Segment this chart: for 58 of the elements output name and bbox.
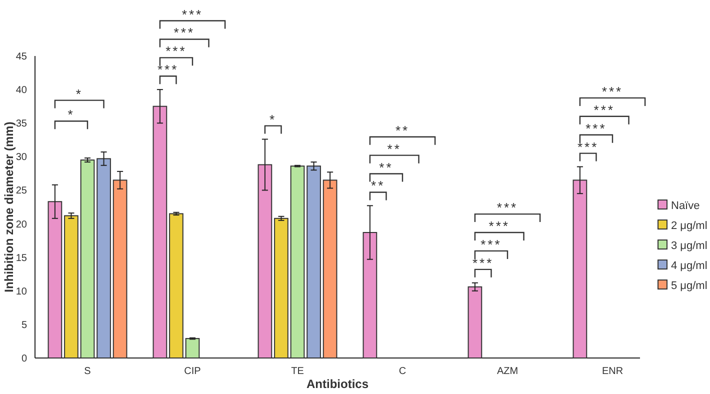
bar	[64, 215, 78, 358]
legend-label: 5 μg/ml	[671, 280, 708, 292]
y-tick-label: 25	[16, 186, 28, 197]
bar	[306, 166, 321, 358]
annotation: ***	[577, 139, 599, 154]
x-axis-title: Antibiotics	[306, 377, 369, 391]
annotation: ***	[166, 44, 187, 59]
annotation: ***	[586, 120, 607, 136]
text: ***	[182, 6, 204, 22]
annotation: *	[68, 107, 75, 122]
bar	[80, 160, 95, 358]
legend-label: 4 μg/ml	[671, 260, 708, 272]
bar	[274, 218, 288, 358]
annotation: ***	[496, 200, 518, 216]
bar	[112, 180, 128, 358]
annotation: **	[387, 141, 402, 156]
x-tick-label: AZM	[496, 366, 518, 377]
annotation: ***	[594, 102, 615, 118]
annotation: ***	[480, 236, 502, 252]
annotation: ***	[472, 255, 494, 270]
annotation: ***	[602, 84, 624, 99]
bar	[185, 338, 200, 358]
y-tick-label: 20	[16, 219, 28, 230]
x-tick-label: CIP	[184, 366, 202, 377]
x-tick-label: S	[84, 366, 92, 377]
legend-label: 2 μg/ml	[671, 220, 708, 232]
bar	[96, 158, 111, 358]
bar	[322, 180, 338, 358]
bar	[152, 106, 168, 358]
y-tick-label: 45	[16, 52, 28, 62]
annotation: **	[379, 160, 394, 175]
y-tick-label: 15	[16, 252, 28, 264]
y-tick-label: 30	[16, 152, 28, 164]
x-tick-label: TE	[291, 366, 304, 377]
bar	[48, 201, 62, 358]
y-tick-label: 40	[16, 85, 28, 96]
y-tick-label: 35	[16, 118, 28, 130]
bar	[290, 166, 305, 358]
annotation: ***	[488, 218, 510, 234]
annotation: *	[270, 112, 277, 127]
bar	[572, 180, 588, 358]
annotation: *	[76, 86, 83, 102]
legend-label: Naïve	[671, 200, 700, 212]
annotation: **	[395, 122, 410, 138]
y-tick-label: 0	[21, 354, 28, 364]
bar	[169, 213, 184, 358]
text: ***	[174, 25, 195, 40]
legend-label: 3 μg/ml	[671, 240, 708, 252]
y-tick-label: 10	[16, 286, 28, 298]
bar	[258, 164, 272, 358]
bar	[362, 232, 378, 358]
annotation: ***	[157, 62, 179, 78]
x-tick-label: ENR	[602, 366, 624, 377]
bar	[468, 286, 482, 358]
x-tick-label: C	[398, 366, 406, 377]
annotation: **	[371, 178, 386, 194]
y-axis-title: Inhibition zone diameter (mm)	[2, 122, 16, 292]
y-tick-label: 5	[21, 320, 28, 331]
